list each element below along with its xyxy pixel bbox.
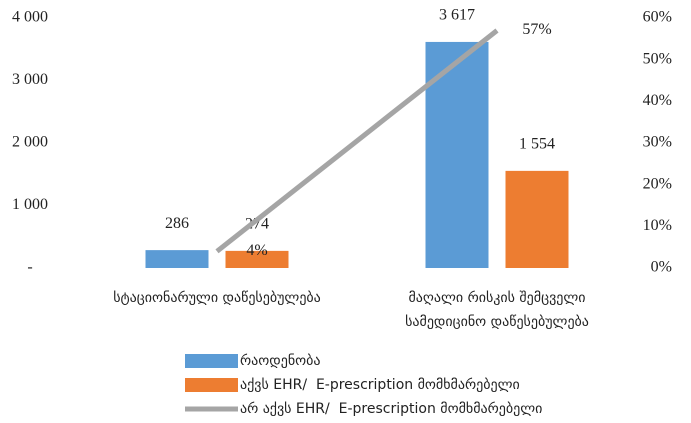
y2-tick-label: 60% <box>643 9 672 26</box>
y2-tick-label: 20% <box>643 175 672 192</box>
y-tick-label: 4 000 <box>12 9 48 26</box>
data-label: 286 <box>165 215 189 232</box>
y2-tick-label: 30% <box>643 134 672 151</box>
data-label: 57% <box>522 21 551 38</box>
y-tick-label: 2 000 <box>12 134 48 151</box>
data-label: 1 554 <box>519 136 555 153</box>
y-tick-label: 3 000 <box>12 71 48 88</box>
y2-tick-label: 10% <box>643 217 672 234</box>
data-label: 274 <box>245 216 269 233</box>
bar <box>505 170 569 268</box>
legend-swatch <box>185 378 238 392</box>
legend-label: აქვს EHR/ E-prescription მომხმარებელი <box>240 376 520 393</box>
bar <box>425 41 489 268</box>
y2-tick-label: 0% <box>651 259 672 276</box>
x-tick-label: სტაციონარული დაწესებულება <box>113 290 321 306</box>
y2-tick-label: 40% <box>643 92 672 109</box>
legend-label: რაოდენობა <box>240 352 321 369</box>
y2-tick-label: 50% <box>643 50 672 67</box>
y-tick-label: - <box>27 259 32 276</box>
legend-label: არ აქვს EHR/ E-prescription მომხმარებელი <box>240 400 542 417</box>
legend-swatch <box>185 354 238 368</box>
data-label: 3 617 <box>439 7 475 24</box>
bar <box>145 250 209 268</box>
bar <box>225 250 289 268</box>
line <box>215 28 499 254</box>
data-label: 4% <box>246 242 267 259</box>
y-tick-label: 1 000 <box>12 196 48 213</box>
x-tick-label: მაღალი რისკის შემცველი სამედიცინო დაწესე… <box>405 290 589 330</box>
